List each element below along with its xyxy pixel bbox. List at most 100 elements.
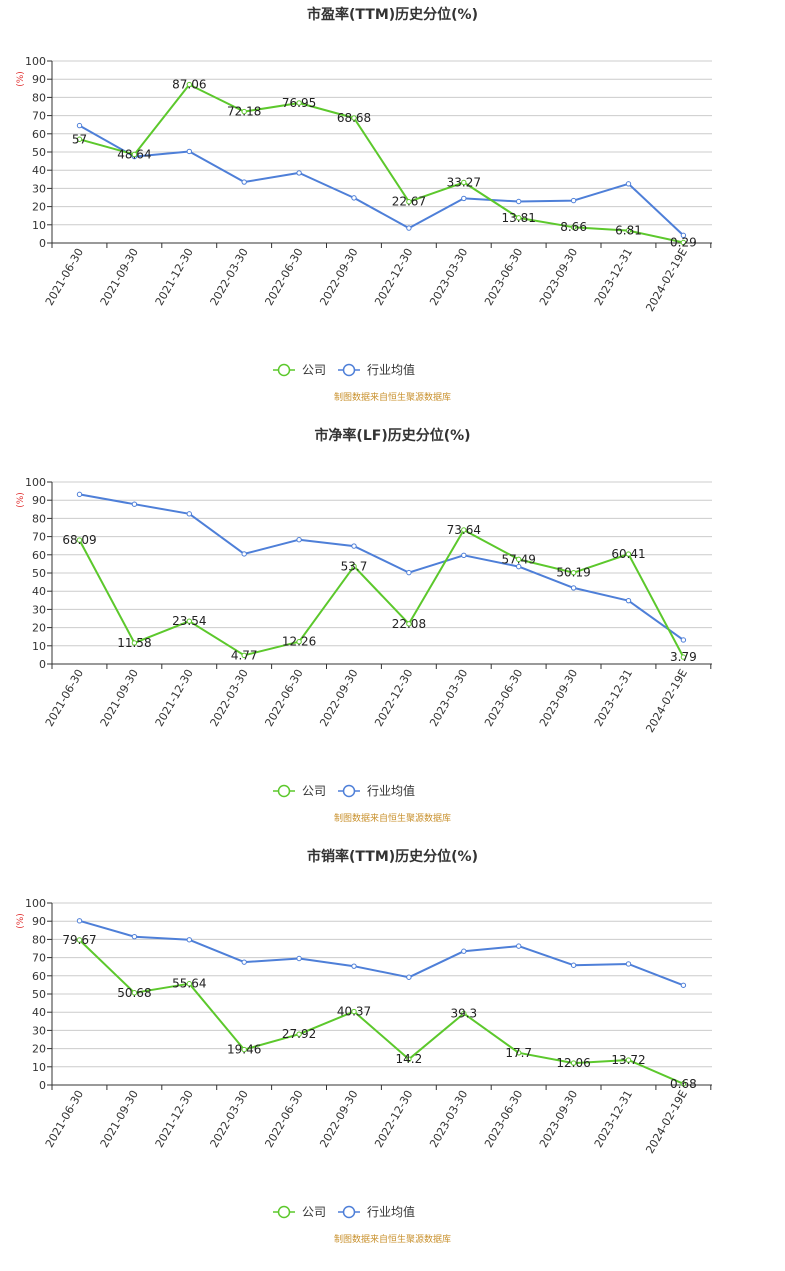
x-tick-label: 2022-06-30 — [262, 667, 305, 729]
y-unit-label: (%) — [16, 913, 26, 929]
industry-point — [406, 569, 412, 576]
x-tick-label: 2021-06-30 — [43, 246, 86, 308]
company-point — [76, 537, 83, 543]
x-tick-label: 2021-12-30 — [153, 246, 196, 308]
y-tick-label: 80 — [32, 512, 46, 525]
legend-company-marker — [277, 784, 291, 798]
company-data-label: 68.68 — [337, 111, 371, 125]
industry-point — [570, 585, 577, 591]
industry-point — [680, 232, 687, 239]
company-data-label: 76.95 — [282, 96, 316, 110]
legend: 公司 行业均值 — [273, 1204, 415, 1219]
company-point — [570, 1060, 577, 1066]
series-company — [76, 527, 687, 660]
pb-lf-percentile-chart: 市净率(LF)历史分位(%) 0 10 20 30 40 50 60 70 80 90 100 (%) 2… — [0, 421, 785, 842]
legend-industry-label: 行业均值 — [367, 783, 415, 798]
company-point — [406, 1056, 412, 1062]
company-point — [351, 563, 357, 569]
company-point — [351, 115, 357, 121]
company-point — [570, 224, 577, 230]
company-data-label: 40.37 — [337, 1005, 371, 1019]
source-note: 制图数据来自恒生聚源数据库 — [334, 391, 451, 403]
industry-line — [79, 493, 684, 641]
company-point — [625, 1057, 632, 1063]
industry-point — [516, 563, 522, 570]
legend-company-marker — [277, 363, 291, 377]
industry-point — [625, 181, 632, 187]
y-tick-label: 60 — [32, 970, 46, 983]
company-line — [78, 939, 684, 1085]
company-data-label: 48.64 — [117, 147, 151, 161]
source-note: 制图数据来自恒生聚源数据库 — [334, 1233, 451, 1245]
series-industry — [76, 918, 687, 988]
y-tick-label: 50 — [32, 988, 46, 1001]
company-point — [680, 654, 687, 660]
series-company — [76, 81, 687, 246]
company-point — [186, 981, 193, 987]
y-tick-label: 80 — [32, 91, 46, 104]
industry-point — [351, 543, 357, 549]
industry-point — [296, 955, 302, 962]
x-tick-label: 2021-12-30 — [153, 667, 196, 729]
company-point — [625, 227, 632, 234]
company-point — [570, 569, 577, 576]
industry-point — [186, 937, 193, 943]
company-data-label: 33.27 — [447, 175, 481, 189]
company-point — [461, 179, 467, 186]
x-tick-label: 2021-06-30 — [43, 1088, 86, 1150]
industry-point — [516, 943, 522, 949]
industry-point — [76, 491, 83, 498]
company-data-label: 12.06 — [556, 1056, 590, 1070]
company-data-label: 68.09 — [62, 533, 96, 547]
industry-point — [296, 536, 302, 543]
chart-svg: 市盈率(TTM)历史分位(%) 0 10 20 30 40 50 60 70 80 90 100 (%)… — [16, 6, 712, 403]
industry-point — [406, 974, 412, 980]
industry-point — [461, 948, 467, 954]
y-tick-label: 50 — [32, 567, 46, 580]
company-data-label: 0.29 — [670, 235, 697, 249]
company-data-label: 17.7 — [505, 1046, 532, 1060]
legend-industry-label: 行业均值 — [367, 362, 415, 377]
y-tick-label: 50 — [32, 146, 46, 159]
company-data-label: 87.06 — [172, 78, 206, 92]
company-data-label: 57 — [72, 132, 87, 146]
x-tick-label: 2021-09-30 — [98, 667, 141, 729]
x-tick-label: 2022-09-30 — [317, 246, 360, 308]
industry-point — [131, 501, 138, 507]
legend-company-label: 公司 — [302, 363, 326, 377]
company-point — [296, 638, 302, 645]
grid-lines — [52, 60, 712, 244]
legend-industry-marker — [342, 784, 356, 798]
legend-industry-marker — [342, 363, 356, 377]
industry-point — [351, 195, 357, 201]
company-data-label: 57.49 — [502, 552, 536, 566]
y-tick-label: 0 — [39, 1079, 46, 1092]
company-point — [296, 100, 302, 106]
y-tick-label: 30 — [32, 182, 46, 195]
company-point — [131, 640, 138, 646]
x-tick-label: 2023-12-31 — [592, 246, 635, 308]
chart-title: 市净率(LF)历史分位(%) — [314, 427, 470, 444]
y-tick-label: 10 — [32, 219, 46, 232]
x-tick-label: 2022-12-30 — [372, 667, 415, 729]
industry-point — [625, 597, 632, 604]
company-data-label: 22.08 — [392, 617, 426, 631]
company-point — [461, 1010, 467, 1017]
company-point — [516, 1050, 522, 1056]
y-tick-label: 40 — [32, 1006, 46, 1019]
company-point — [680, 239, 687, 246]
industry-point — [76, 122, 83, 129]
company-point — [625, 551, 632, 557]
company-point — [351, 1008, 357, 1015]
y-tick-label: 0 — [39, 658, 46, 671]
company-data-label: 4.77 — [231, 648, 258, 662]
x-tick-label: 2022-12-30 — [372, 246, 415, 308]
industry-point — [351, 963, 357, 969]
company-point — [76, 937, 83, 943]
industry-point — [625, 961, 632, 967]
y-tick-label: 70 — [32, 531, 46, 544]
legend-industry-marker — [342, 1205, 356, 1219]
industry-point — [680, 637, 687, 643]
y-tick-label: 30 — [32, 603, 46, 616]
x-tick-label: 2024-02-19E — [643, 667, 690, 735]
